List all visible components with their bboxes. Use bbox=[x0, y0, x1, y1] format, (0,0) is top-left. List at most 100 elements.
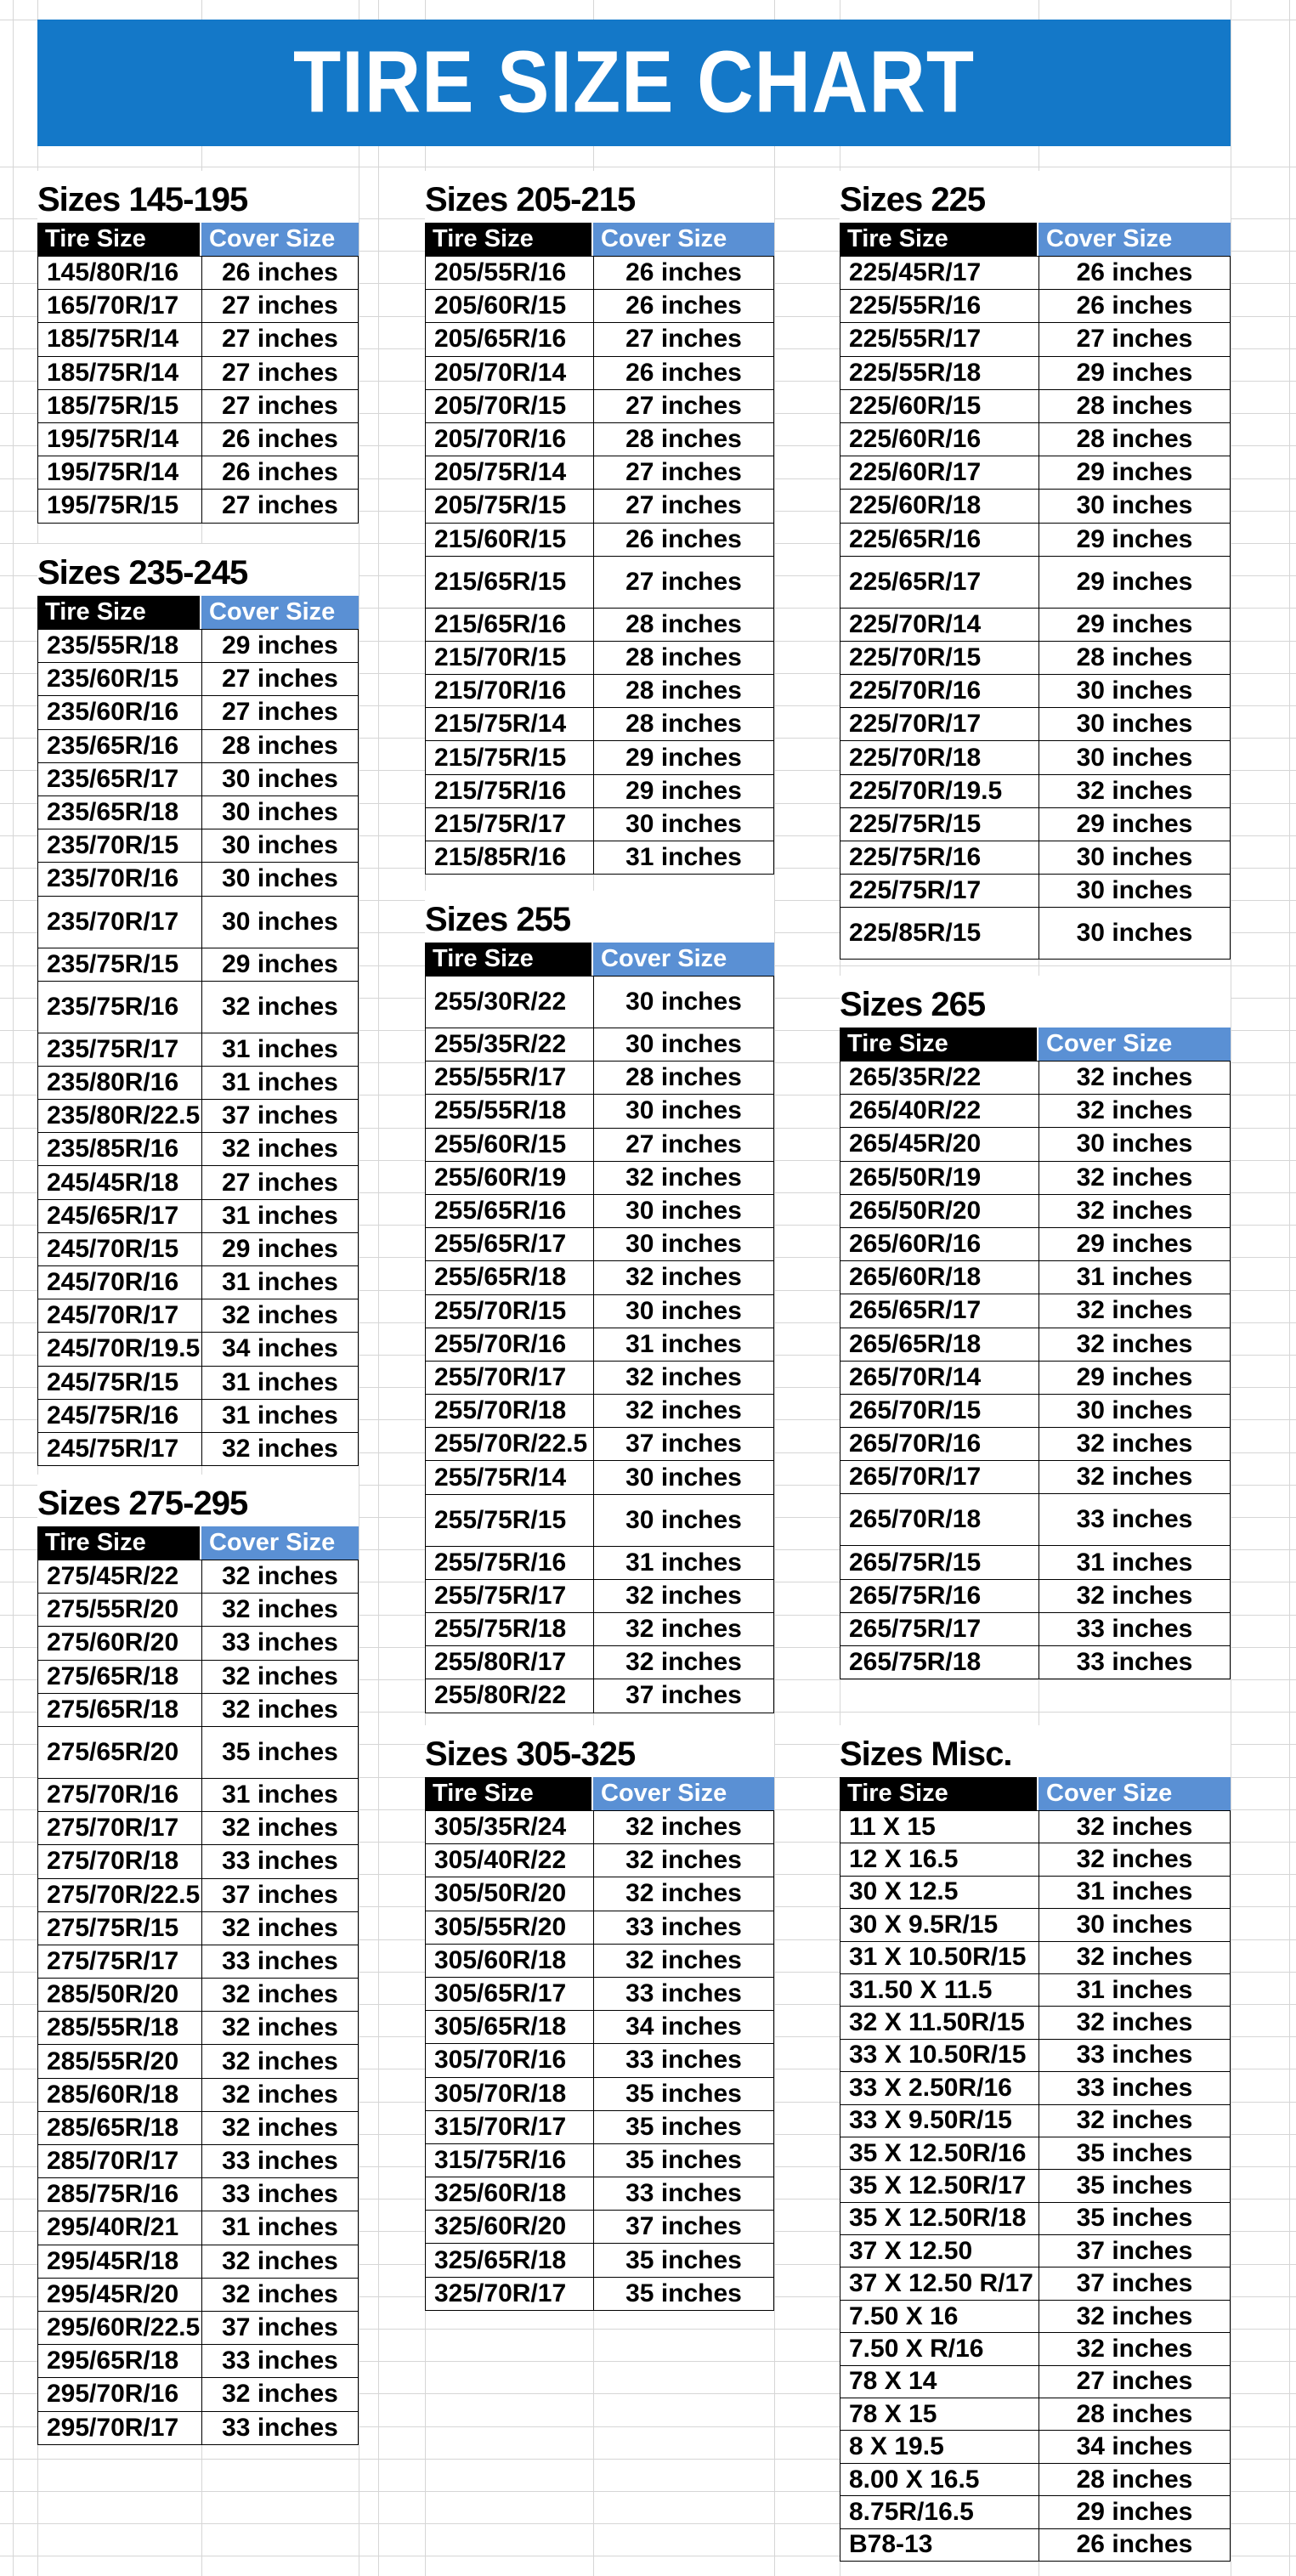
table-row: 225/45R/17 26 inches bbox=[840, 257, 1230, 290]
cover-size-cell: 32 inches bbox=[222, 1662, 338, 1690]
tire-size-cell: 185/75R/14 bbox=[38, 356, 202, 389]
table-row: 305/65R/17 33 inches bbox=[426, 1976, 773, 2011]
cover-size-cell: 33 inches bbox=[625, 2179, 742, 2208]
cover-size-cell: 29 inches bbox=[1076, 809, 1193, 838]
table-row: 35 X 12.50R/16 35 inches bbox=[840, 2136, 1230, 2170]
cover-size-cell: 33 inches bbox=[625, 2046, 742, 2075]
table-header-row: Tire Size Cover Size bbox=[840, 1028, 1231, 1061]
cover-size-cell: 32 inches bbox=[222, 1980, 338, 2009]
cover-size-header: Cover Size bbox=[593, 223, 774, 256]
tire-size-cell: 195/75R/14 bbox=[38, 456, 202, 490]
table-row: 225/70R/19.5 32 inches bbox=[840, 773, 1230, 807]
tire-size-cell: 255/70R/15 bbox=[426, 1294, 594, 1328]
tire-size-header: Tire Size bbox=[425, 223, 593, 256]
cover-size-cell: 37 inches bbox=[625, 1430, 742, 1458]
table-title: Sizes 205-215 bbox=[425, 171, 774, 223]
table-row: 225/60R/15 28 inches bbox=[840, 388, 1230, 422]
table-row: 275/45R/22 32 inches bbox=[38, 1560, 358, 1594]
tire-size-header: Tire Size bbox=[37, 1526, 201, 1560]
table-row: 285/55R/20 32 inches bbox=[38, 2044, 358, 2078]
table-row: 215/70R/15 28 inches bbox=[426, 640, 773, 675]
table-row: 325/70R/17 35 inches bbox=[426, 2276, 773, 2310]
cover-size-cell: 30 inches bbox=[1076, 1129, 1193, 1158]
cover-size-cell: 35 inches bbox=[625, 2145, 742, 2174]
tire-size-cell: 235/85R/16 bbox=[38, 1133, 202, 1166]
table-row: 215/75R/17 30 inches bbox=[426, 807, 773, 841]
tire-size-cell: 325/70R/17 bbox=[426, 2277, 594, 2310]
tire-size-cell: 235/65R/17 bbox=[38, 762, 202, 795]
tire-size-cell: 33 X 9.50R/15 bbox=[840, 2104, 1039, 2137]
cover-size-cell: 27 inches bbox=[625, 1129, 742, 1158]
tire-size-cell: 325/60R/20 bbox=[426, 2211, 594, 2244]
tire-size-cell: 275/65R/18 bbox=[38, 1660, 202, 1693]
table-row: 32 X 11.50R/15 32 inches bbox=[840, 2006, 1230, 2039]
table-row: 255/70R/15 30 inches bbox=[426, 1294, 773, 1328]
table-row: 215/65R/16 28 inches bbox=[426, 607, 773, 641]
grid-line bbox=[0, 2491, 1296, 2492]
table-row: 265/50R/19 32 inches bbox=[840, 1160, 1230, 1194]
tire-size-cell: 185/75R/15 bbox=[38, 389, 202, 422]
cover-size-cell: 28 inches bbox=[1076, 2399, 1193, 2428]
table-title: Sizes 275-295 bbox=[37, 1475, 359, 1526]
cover-size-cell: 26 inches bbox=[1076, 258, 1193, 287]
tire-size-cell: 305/60R/18 bbox=[426, 1944, 594, 1977]
cover-size-cell: 26 inches bbox=[625, 358, 742, 387]
table-row: 265/40R/22 32 inches bbox=[840, 1094, 1230, 1128]
table-row: 225/70R/14 29 inches bbox=[840, 607, 1230, 641]
tire-size-cell: 235/70R/15 bbox=[38, 829, 202, 863]
cover-size-cell: 32 inches bbox=[222, 1913, 338, 1942]
table-row: 31 X 10.50R/15 32 inches bbox=[840, 1940, 1230, 1973]
table-row: 205/60R/15 26 inches bbox=[426, 289, 773, 323]
tire-size-cell: 225/75R/16 bbox=[840, 841, 1039, 875]
cover-size-cell: 34 inches bbox=[222, 1334, 338, 1363]
grid-line bbox=[0, 2523, 1296, 2524]
table-row: 275/75R/17 33 inches bbox=[38, 1944, 358, 1979]
table-row: 235/80R/22.5 37 inches bbox=[38, 1099, 358, 1133]
table-row: 225/55R/17 27 inches bbox=[840, 322, 1230, 356]
tire-size-cell: 275/65R/18 bbox=[38, 1693, 202, 1726]
table-row: 305/40R/22 32 inches bbox=[426, 1843, 773, 1877]
tire-size-cell: 305/50R/20 bbox=[426, 1877, 594, 1911]
cover-size-cell: 34 inches bbox=[625, 2013, 742, 2041]
cover-size-cell: 32 inches bbox=[222, 2380, 338, 2409]
cover-size-cell: 27 inches bbox=[222, 665, 338, 694]
tire-size-cell: 205/70R/16 bbox=[426, 422, 594, 456]
tire-size-cell: 265/60R/18 bbox=[840, 1261, 1039, 1294]
tire-size-cell: 215/85R/16 bbox=[426, 841, 594, 875]
table-body: 225/45R/17 26 inches 225/55R/16 26 inches 22… bbox=[840, 256, 1231, 960]
cover-size-cell: 32 inches bbox=[1076, 1463, 1193, 1492]
table-row: 265/70R/15 30 inches bbox=[840, 1393, 1230, 1428]
cover-size-cell: 31 inches bbox=[1076, 1548, 1193, 1577]
tire-size-cell: 265/45R/20 bbox=[840, 1128, 1039, 1161]
cover-size-cell: 28 inches bbox=[625, 425, 742, 454]
tire-size-cell: 205/60R/15 bbox=[426, 290, 594, 323]
cover-size-cell: 29 inches bbox=[222, 631, 338, 660]
table-row: 235/80R/16 31 inches bbox=[38, 1065, 358, 1100]
tire-size-cell: 265/75R/18 bbox=[840, 1646, 1039, 1679]
table-row: 30 X 12.5 31 inches bbox=[840, 1875, 1230, 1909]
table-row: 205/70R/14 26 inches bbox=[426, 355, 773, 389]
table-row: 245/70R/15 29 inches bbox=[38, 1231, 358, 1265]
tire-size-cell: 31 X 10.50R/15 bbox=[840, 1941, 1039, 1973]
table-row: 255/60R/15 27 inches bbox=[426, 1127, 773, 1161]
cover-size-cell: 27 inches bbox=[222, 391, 338, 420]
cover-size-cell: 30 inches bbox=[625, 809, 742, 838]
table-row: 215/65R/15 27 inches bbox=[426, 555, 773, 608]
cover-size-cell: 32 inches bbox=[222, 2080, 338, 2109]
table-row: 255/65R/17 30 inches bbox=[426, 1227, 773, 1261]
cover-size-cell: 28 inches bbox=[625, 643, 742, 671]
table-row: 295/65R/18 33 inches bbox=[38, 2344, 358, 2378]
tire-size-cell: 305/70R/18 bbox=[426, 2077, 594, 2110]
tire-size-cell: 225/60R/15 bbox=[840, 389, 1039, 422]
table-row: 295/45R/20 32 inches bbox=[38, 2277, 358, 2311]
cover-size-cell: 32 inches bbox=[222, 2047, 338, 2075]
table-row: 245/75R/16 31 inches bbox=[38, 1398, 358, 1432]
table-header-row: Tire Size Cover Size bbox=[37, 596, 359, 629]
table-row: 215/85R/16 31 inches bbox=[426, 841, 773, 875]
tire-size-cell: 295/70R/17 bbox=[38, 2411, 202, 2444]
cover-size-cell: 32 inches bbox=[625, 1615, 742, 1644]
tire-size-cell: 225/70R/16 bbox=[840, 675, 1039, 708]
tire-size-cell: 195/75R/14 bbox=[38, 422, 202, 456]
page-title: TIRE SIZE CHART bbox=[292, 33, 976, 132]
tire-size-cell: 205/65R/16 bbox=[426, 323, 594, 356]
